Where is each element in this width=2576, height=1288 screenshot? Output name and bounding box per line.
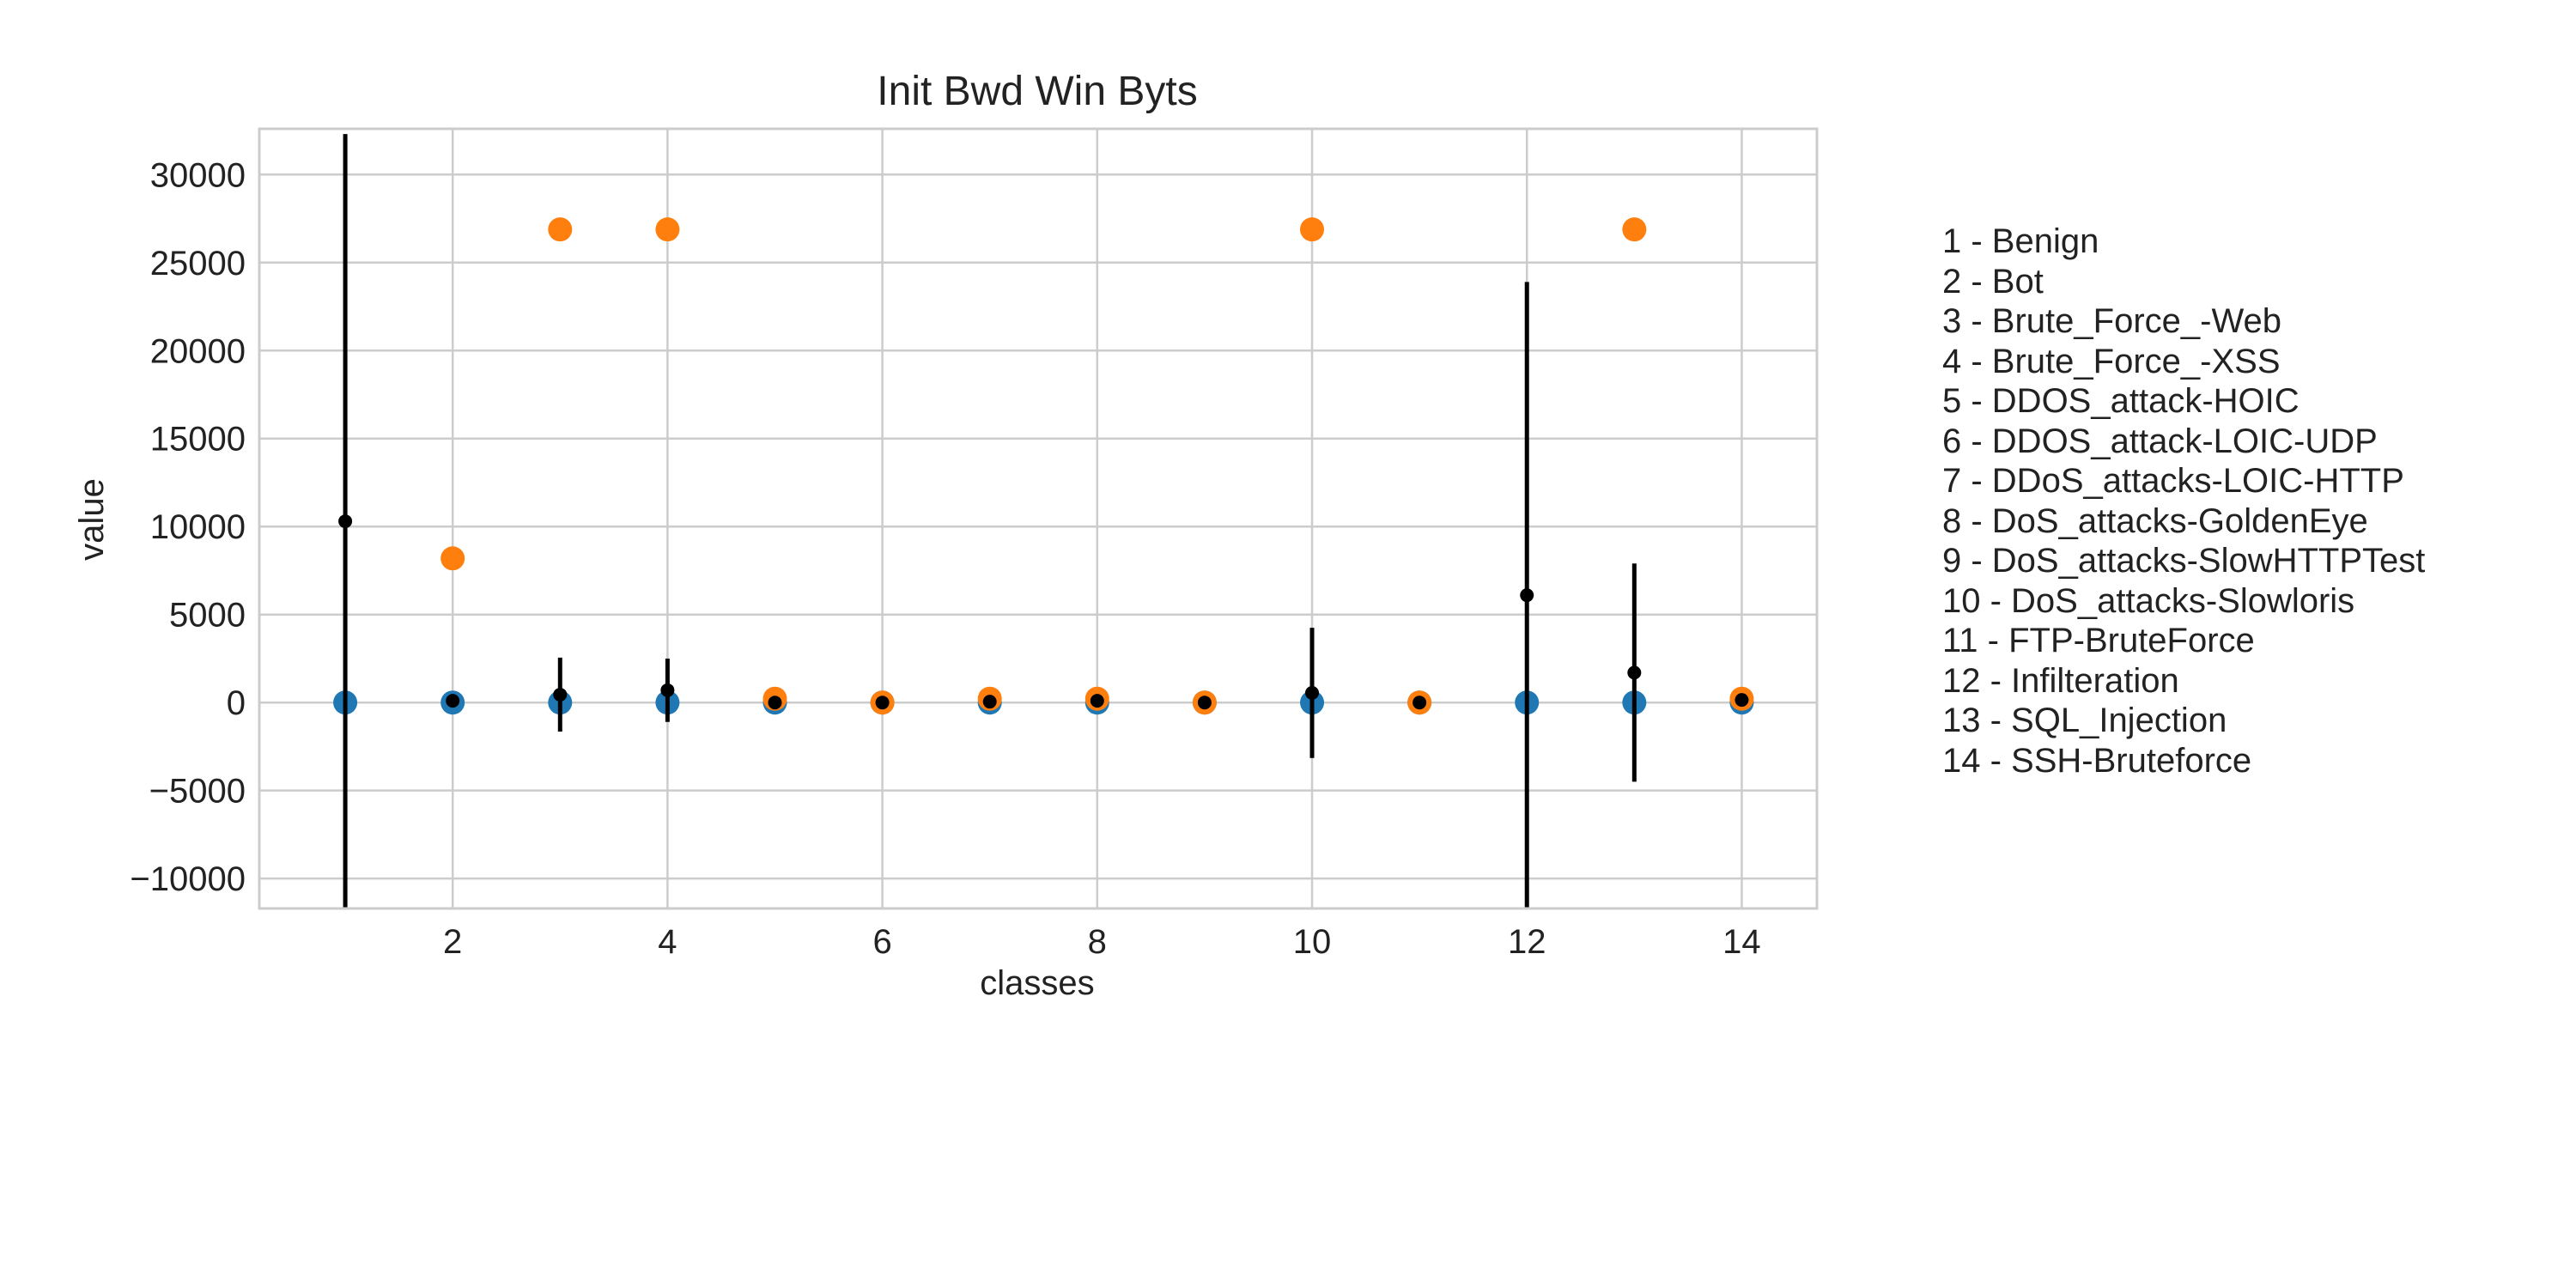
- data-marks: [333, 134, 1754, 908]
- mean-point: [446, 694, 460, 708]
- mean-point: [1413, 696, 1427, 710]
- y-tick-label: 10000: [150, 508, 246, 546]
- legend-item: 11 - FTP-BruteForce: [1942, 622, 2255, 659]
- legend-item: 1 - Benign: [1942, 222, 2099, 260]
- x-tick-label: 14: [1722, 923, 1761, 961]
- legend-item: 7 - DDoS_attacks-LOIC-HTTP: [1942, 462, 2404, 500]
- max-point: [440, 546, 465, 571]
- mean-point: [982, 695, 997, 709]
- x-axis-label: classes: [980, 964, 1094, 1002]
- legend-item: 3 - Brute_Force_-Web: [1942, 302, 2281, 340]
- max-point: [1300, 217, 1325, 242]
- chart-title: Init Bwd Win Byts: [877, 69, 1197, 114]
- y-tick-label: 20000: [150, 332, 246, 370]
- y-tick-label: 30000: [150, 156, 246, 194]
- legend-item: 12 - Infilteration: [1942, 661, 2179, 700]
- y-tick-label: 5000: [169, 597, 246, 635]
- mean-point: [768, 696, 782, 710]
- mean-point: [660, 683, 675, 697]
- mean-point: [1735, 693, 1749, 708]
- max-point: [655, 217, 680, 242]
- max-point: [1622, 217, 1647, 242]
- legend-item: 6 - DDOS_attack-LOIC-UDP: [1942, 422, 2378, 460]
- y-tick-label: −10000: [130, 860, 246, 898]
- plot-frame: [258, 127, 1819, 910]
- y-tick-label: 25000: [150, 245, 246, 283]
- legend-item: 8 - DoS_attacks-GoldenEye: [1942, 501, 2368, 540]
- y-tick-label: 0: [227, 684, 246, 722]
- legend-item: 9 - DoS_attacks-SlowHTTPTest: [1942, 542, 2426, 580]
- mean-point: [1197, 696, 1212, 710]
- mean-point: [1305, 685, 1320, 700]
- mean-point: [553, 687, 568, 702]
- x-tick-label: 2: [443, 923, 462, 961]
- x-tick-label: 8: [1088, 923, 1107, 961]
- mean-point: [1090, 694, 1104, 708]
- mean-point: [875, 696, 890, 710]
- max-point: [548, 217, 573, 242]
- x-tick-label: 12: [1508, 923, 1546, 961]
- y-tick-labels: −10000 −5000 0 5000 10000 15000 20000 25000 3000…: [130, 156, 246, 898]
- y-axis-label: value: [73, 478, 111, 561]
- mean-point: [338, 514, 353, 529]
- legend-item: 14 - SSH-Bruteforce: [1942, 741, 2252, 780]
- legend-item: 13 - SQL_Injection: [1942, 702, 2227, 739]
- mean-point: [1520, 588, 1534, 603]
- x-tick-label: 6: [872, 923, 891, 961]
- legend-item: 2 - Bot: [1942, 262, 2044, 301]
- x-tick-label: 4: [658, 923, 677, 961]
- x-tick-label: 10: [1293, 923, 1332, 961]
- legend-item: 10 - DoS_attacks-Slowloris: [1942, 581, 2355, 620]
- legend: 1 - Benign 2 - Bot 3 - Brute_Force_-Web 4 -…: [1942, 222, 2425, 781]
- legend-item: 4 - Brute_Force_-XSS: [1942, 342, 2281, 380]
- x-tick-labels: 2 4 6 8 10 12 14: [443, 923, 1761, 961]
- grid: [259, 129, 1817, 908]
- y-tick-label: −5000: [149, 773, 246, 811]
- y-tick-label: 15000: [150, 421, 246, 459]
- legend-item: 5 - DDOS_attack-HOIC: [1942, 382, 2300, 420]
- mean-point: [1627, 665, 1642, 680]
